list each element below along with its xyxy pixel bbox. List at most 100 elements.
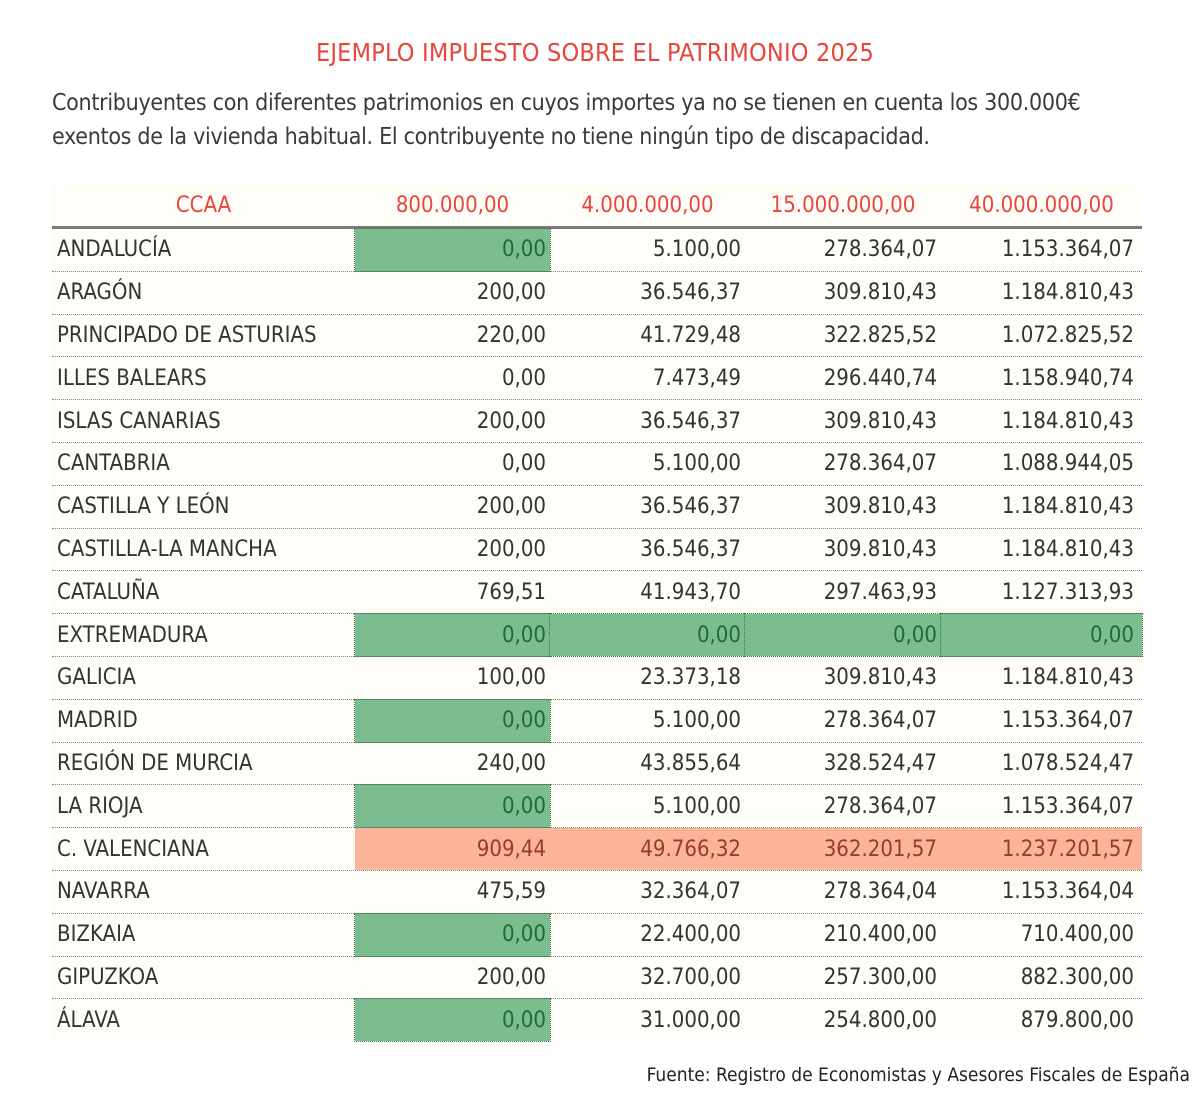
tax-value-cell: 36.546,37 [640,408,741,434]
table-row: REGIÓN DE MURCIA 240,00 43.855,64 328.524,4… [52,743,1142,786]
region-name: ARAGÓN [57,280,143,306]
tax-value-cell: 879.800,00 [1020,1007,1134,1033]
tax-table: CCAA 800.000,00 4.000.000,00 15.000.000,… [52,184,1143,1043]
tax-value-cell: 22.400,00 [640,922,741,948]
column-header-40m: 40.000.000,00 [969,192,1114,218]
tax-value-cell: 240,00 [476,750,546,776]
region-name: LA RIOJA [57,793,143,819]
region-name: ANDALUCÍA [57,237,172,263]
table-row: CASTILLA-LA MANCHA 200,00 36.546,37 309.810… [52,529,1142,572]
tax-value-cell: 36.546,37 [640,280,741,306]
tax-value-cell: 200,00 [476,536,546,562]
tax-value-cell: 0,00 [354,998,551,1043]
table-row: PRINCIPADO DE ASTURIAS 220,00 41.729,48 322… [52,315,1142,358]
table-row: GALICIA 100,00 23.373,18 309.810,43 1.184.81… [52,657,1142,700]
table-row: ÁLAVA 0,00 31.000,00 254.800,00 879.800,00 [52,998,1142,1043]
tax-value-cell: 309.810,43 [823,536,937,562]
region-name: EXTREMADURA [57,622,208,648]
table-row: CASTILLA Y LEÓN 200,00 36.546,37 309.810,43… [52,486,1142,529]
tax-value-cell: 309.810,43 [823,280,937,306]
column-header-ccaa: CCAA [175,192,232,218]
region-name: CATALUÑA [57,579,160,605]
tax-value-cell: 0,00 [354,613,551,657]
region-name: CASTILLA-LA MANCHA [57,536,277,562]
tax-value-cell: 1.184.810,43 [1001,408,1134,434]
tax-value-cell: 41.943,70 [640,579,741,605]
tax-value-cell: 328.524,47 [823,750,937,776]
column-header-15m: 15.000.000,00 [770,192,916,218]
table-row: BIZKAIA 0,00 22.400,00 210.400,00 710.400,00 [52,912,1142,957]
tax-value-cell: 220,00 [476,322,546,348]
table-row: CATALUÑA 769,51 41.943,70 297.463,93 1.127.3… [52,571,1142,615]
tax-value-cell: 297.463,93 [823,579,937,605]
tax-value-cell: 909,44 [355,828,550,870]
region-name: ILLES BALEARS [57,365,207,391]
tax-value-cell: 1.127.313,93 [1001,579,1134,605]
tax-value-cell: 49.766,32 [550,828,745,870]
tax-value-cell: 322.825,52 [823,322,937,348]
table-body: ANDALUCÍA 0,00 5.100,00 278.364,07 1.153.364… [52,228,1143,1043]
region-name: GALICIA [57,665,136,691]
tax-value-cell: 296.440,74 [823,365,937,391]
tax-value-cell: 200,00 [476,408,546,434]
tax-value-cell: 0,00 [354,228,551,272]
tax-value-cell: 278.364,07 [823,237,937,263]
tax-value-cell: 41.729,48 [640,322,741,348]
tax-value-cell: 0,00 [354,698,551,743]
tax-value-cell: 0,00 [354,912,551,957]
tax-value-cell: 36.546,37 [640,494,741,520]
source-note: Fuente: Registro de Economistas y Asesor… [646,1064,1190,1086]
region-name: CANTABRIA [57,451,170,477]
tax-value-cell: 278.364,07 [823,451,937,477]
tax-value-cell: 5.100,00 [652,237,741,263]
region-name: PRINCIPADO DE ASTURIAS [57,322,317,348]
region-name: GIPUZKOA [57,964,159,990]
tax-value-cell: 882.300,00 [1020,964,1134,990]
tax-value-cell: 0,00 [354,784,551,829]
tax-value-cell: 1.153.364,07 [1001,708,1134,734]
region-name: ISLAS CANARIAS [57,408,221,434]
region-name: CASTILLA Y LEÓN [57,494,230,520]
tax-value-cell: 278.364,04 [823,879,937,905]
tax-value-cell: 278.364,07 [823,793,937,819]
tax-value-cell: 7.473,49 [652,365,741,391]
tax-value-cell: 1.072.825,52 [1001,322,1134,348]
tax-value-cell: 309.810,43 [823,408,937,434]
subtitle: Contribuyentes con diferentes patrimonio… [52,90,1081,150]
tax-value-cell: 1.088.944,05 [1001,451,1134,477]
column-header-800k: 800.000,00 [395,192,510,218]
tax-value-cell: 200,00 [476,964,546,990]
table-row: ILLES BALEARS 0,00 7.473,49 296.440,74 1.158… [52,357,1142,401]
tax-value-cell: 32.364,07 [640,879,741,905]
column-header-4m: 4.000.000,00 [581,192,714,218]
tax-value-cell: 200,00 [476,280,546,306]
table-row: ARAGÓN 200,00 36.546,37 309.810,43 1.184.810… [52,272,1142,315]
tax-value-cell: 1.153.364,07 [1001,237,1134,263]
tax-value-cell: 1.237.201,57 [941,828,1142,870]
tax-value-cell: 36.546,37 [640,536,741,562]
tax-value-cell: 0,00 [501,451,546,477]
table-row: EXTREMADURA 0,00 0,00 0,00 0,00 [52,613,1143,657]
tax-value-cell: 0,00 [549,613,746,657]
table-row: CANTABRIA 0,00 5.100,00 278.364,07 1.088.944… [52,443,1142,486]
table-row: ISLAS CANARIAS 200,00 36.546,37 309.810,43 1… [52,400,1142,443]
tax-value-cell: 5.100,00 [652,793,741,819]
tax-value-cell: 1.158.940,74 [1001,365,1134,391]
tax-value-cell: 1.184.810,43 [1001,494,1134,520]
region-name: MADRID [57,708,138,734]
table-row: LA RIOJA 0,00 5.100,00 278.364,07 1.153.364,… [52,784,1142,829]
region-name: C. VALENCIANA [57,836,209,862]
tax-value-cell: 257.300,00 [823,964,937,990]
tax-value-cell: 5.100,00 [652,708,741,734]
tax-value-cell: 1.078.524,47 [1001,750,1134,776]
tax-value-cell: 1.153.364,07 [1001,793,1134,819]
table-header: CCAA 800.000,00 4.000.000,00 15.000.000,… [52,184,1142,229]
tax-value-cell: 32.700,00 [640,964,741,990]
table-row: C. VALENCIANA 909,44 49.766,32 362.201,57 1.… [52,828,1142,871]
tax-value-cell: 309.810,43 [823,665,937,691]
tax-value-cell: 1.184.810,43 [1001,536,1134,562]
tax-value-cell: 1.153.364,04 [1001,879,1134,905]
tax-value-cell: 100,00 [476,665,546,691]
table-row: MADRID 0,00 5.100,00 278.364,07 1.153.364,07 [52,698,1142,743]
table-row: GIPUZKOA 200,00 32.700,00 257.300,00 882.300… [52,957,1142,1000]
